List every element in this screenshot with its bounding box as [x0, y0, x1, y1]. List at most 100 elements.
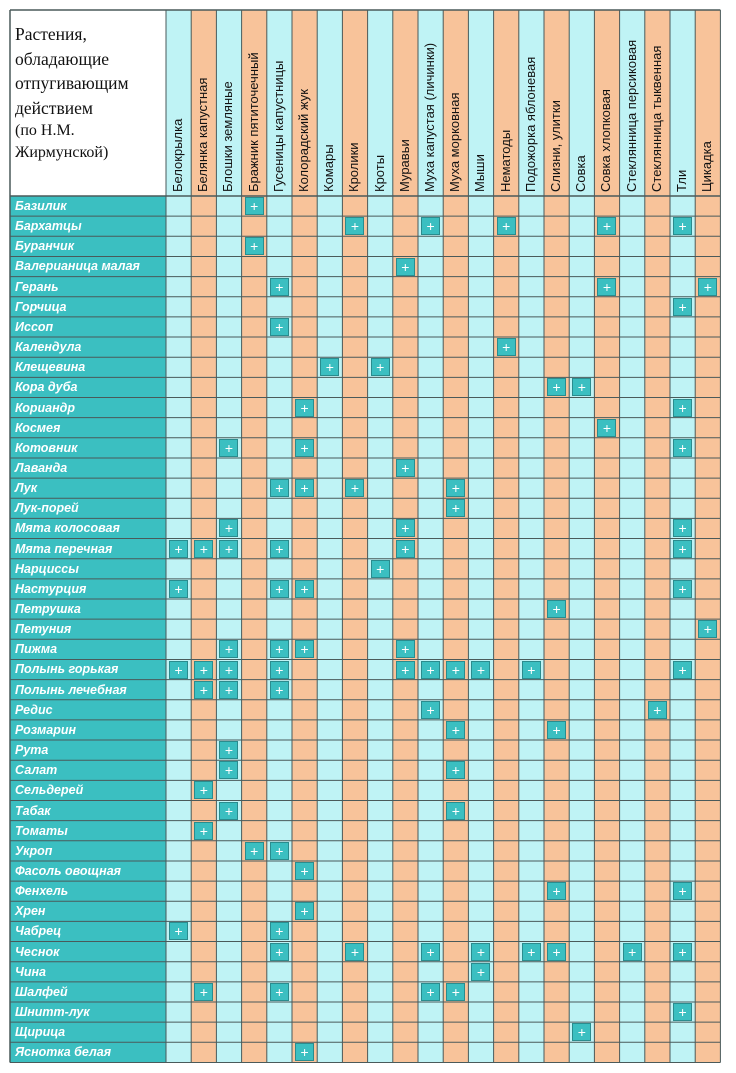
- table-cell: +: [670, 397, 696, 418]
- table-cell: [518, 518, 544, 539]
- table-cell: [241, 659, 267, 680]
- repel-mark: +: [295, 398, 315, 417]
- row-header: Лук: [10, 478, 166, 499]
- table-cell: +: [266, 538, 292, 559]
- table-cell: [392, 236, 418, 257]
- table-cell: [266, 256, 292, 277]
- table-cell: [392, 578, 418, 599]
- table-cell: [544, 357, 570, 378]
- table-cell: [594, 256, 620, 277]
- table-cell: [418, 538, 444, 559]
- table-cell: [644, 457, 670, 479]
- table-cell: [392, 276, 418, 297]
- table-cell: [544, 296, 570, 317]
- row-header: Нарциссы: [10, 558, 166, 579]
- table-cell: [695, 457, 721, 479]
- table-cell: [493, 518, 519, 539]
- row-header: Космея: [10, 417, 166, 438]
- table-cell: +: [166, 538, 192, 559]
- repel-mark: +: [269, 317, 289, 336]
- column-header: Цикадка: [695, 10, 721, 196]
- table-cell: [216, 558, 242, 579]
- table-cell: [166, 316, 192, 338]
- table-cell: [569, 498, 595, 519]
- table-cell: +: [493, 337, 519, 358]
- table-cell: [266, 377, 292, 398]
- table-cell: [443, 216, 469, 237]
- table-cell: [644, 196, 670, 217]
- table-cell: +: [544, 377, 570, 398]
- repel-mark: +: [597, 418, 617, 437]
- table-cell: +: [594, 216, 620, 237]
- table-cell: [418, 276, 444, 297]
- table-cell: [191, 276, 217, 297]
- column-header: Белокрылка: [166, 10, 192, 196]
- row-header: Петуния: [10, 619, 166, 640]
- repel-mark: +: [169, 539, 189, 558]
- column-header: Мыши: [468, 10, 494, 196]
- table-cell: [443, 256, 469, 277]
- table-cell: [241, 478, 267, 499]
- table-cell: [191, 619, 217, 640]
- table-cell: [594, 639, 620, 660]
- table-cell: [695, 478, 721, 499]
- table-cell: [266, 498, 292, 519]
- table-cell: [392, 478, 418, 499]
- table-cell: [569, 196, 595, 217]
- table-cell: [191, 216, 217, 237]
- table-cell: [518, 236, 544, 257]
- table-cell: [594, 619, 620, 640]
- table-cell: [619, 578, 645, 599]
- table-cell: [367, 236, 393, 257]
- table-cell: [493, 276, 519, 297]
- table-cell: [342, 316, 368, 338]
- row-header: Лук-порей: [10, 498, 166, 519]
- table-cell: [468, 498, 494, 519]
- table-cell: [342, 196, 368, 217]
- table-cell: [443, 357, 469, 378]
- column-header: Муха капустая (личинки): [418, 10, 444, 196]
- column-header: Гусеницы капустницы: [266, 10, 292, 196]
- repel-mark: +: [673, 519, 693, 538]
- repel-mark: +: [194, 660, 214, 679]
- repel-mark: +: [673, 579, 693, 598]
- table-cell: [544, 397, 570, 418]
- table-cell: [317, 397, 343, 418]
- table-cell: [342, 296, 368, 317]
- repel-mark: +: [673, 297, 693, 316]
- table-cell: [418, 337, 444, 358]
- table-cell: [216, 619, 242, 640]
- table-cell: [241, 296, 267, 317]
- table-cell: [191, 599, 217, 620]
- table-cell: [418, 639, 444, 660]
- table-cell: [468, 639, 494, 660]
- table-cell: [468, 316, 494, 338]
- table-cell: +: [191, 538, 217, 559]
- table-cell: +: [443, 498, 469, 519]
- table-cell: [216, 316, 242, 338]
- table-cell: [619, 498, 645, 519]
- table-cell: [367, 578, 393, 599]
- column-header: Колорадский жук: [292, 10, 318, 196]
- table-cell: [569, 639, 595, 660]
- table-cell: [166, 216, 192, 237]
- table-cell: [569, 457, 595, 479]
- table-cell: [367, 296, 393, 317]
- table-cell: [518, 437, 544, 458]
- table-cell: [493, 578, 519, 599]
- title-line: обладающие: [15, 48, 110, 69]
- table-cell: [518, 578, 544, 599]
- table-cell: [367, 316, 393, 338]
- table-cell: +: [266, 578, 292, 599]
- table-cell: [569, 558, 595, 579]
- table-cell: [191, 558, 217, 579]
- table-cell: [317, 417, 343, 438]
- table-cell: [493, 639, 519, 660]
- row-header: Иссоп: [10, 316, 166, 338]
- table-cell: [493, 599, 519, 620]
- table-cell: [569, 478, 595, 499]
- table-cell: [670, 498, 696, 519]
- table-cell: [166, 417, 192, 438]
- table-cell: [443, 397, 469, 418]
- table-cell: [468, 558, 494, 579]
